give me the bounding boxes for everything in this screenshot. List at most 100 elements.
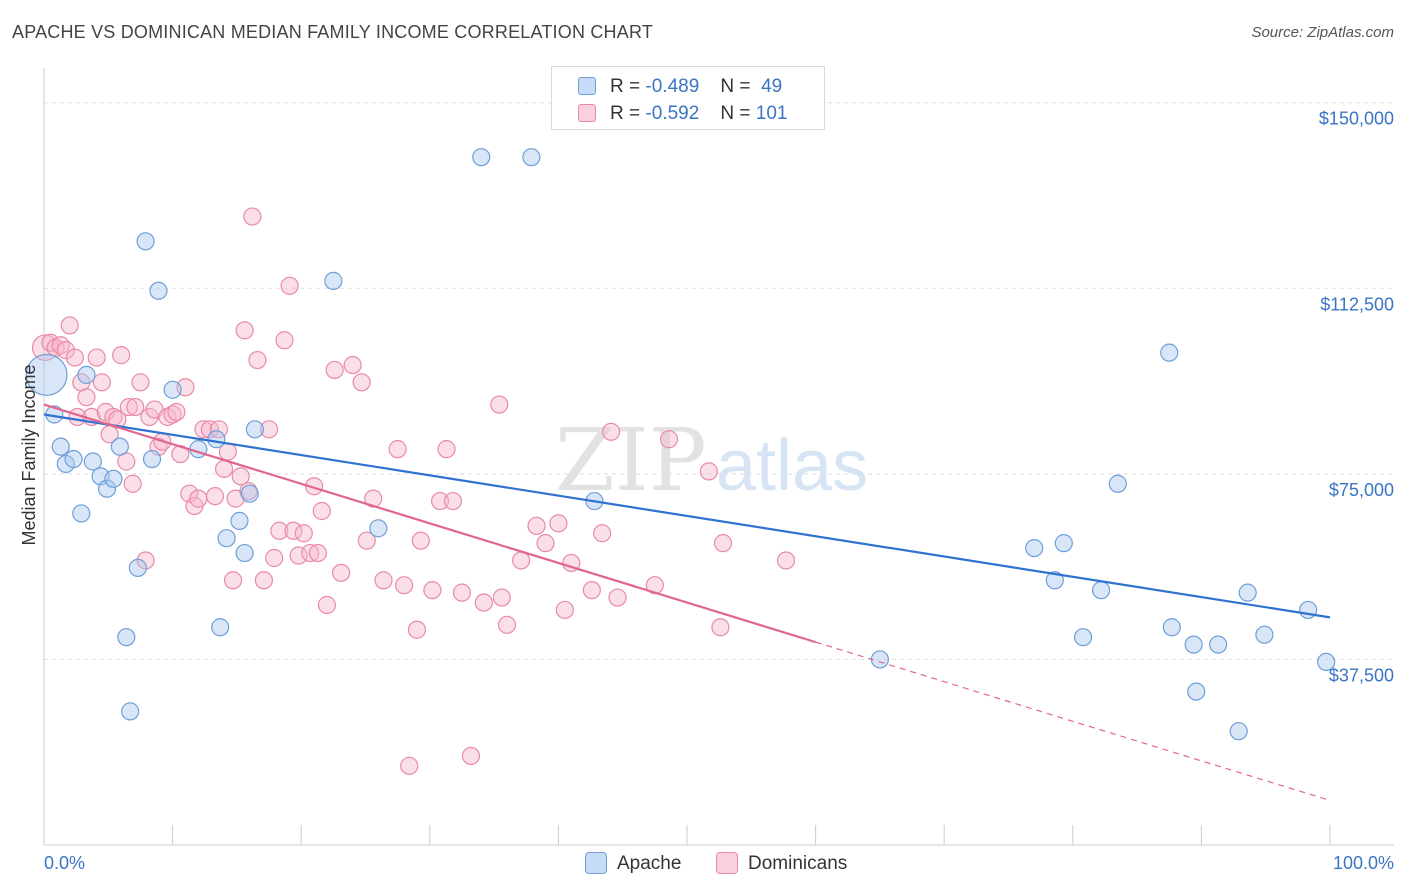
dominicans-point — [490, 395, 509, 414]
dominicans-point — [259, 420, 279, 439]
dominicans-point — [92, 373, 111, 392]
dominicans-point — [461, 746, 481, 766]
dominicans-point — [60, 316, 79, 335]
apache-point — [142, 449, 162, 469]
dominicans-point — [527, 516, 546, 535]
dominicans-point — [65, 348, 84, 367]
dominicans-point — [423, 581, 442, 600]
dominicans-point — [443, 491, 463, 511]
apache-point — [77, 365, 96, 385]
apache-point — [104, 469, 123, 488]
dominicans-legend-label: Dominicans — [748, 853, 848, 874]
apache-legend-swatch — [585, 852, 607, 874]
dominicans-point — [394, 576, 414, 595]
apache-point — [1187, 682, 1206, 701]
dominicans-point — [699, 462, 718, 481]
dominicans-point — [411, 531, 430, 550]
dominicans-trend-extension — [815, 641, 1331, 802]
dominicans-point — [205, 487, 225, 506]
dominicans-point — [497, 615, 517, 634]
dominicans-point — [325, 360, 344, 380]
dominicans-point — [582, 581, 601, 600]
apache-point — [149, 281, 168, 300]
trend-lines — [43, 403, 1331, 802]
apache-point — [1209, 635, 1228, 654]
apache-point — [522, 148, 541, 167]
dominicans-points — [31, 207, 796, 775]
apache-point — [369, 519, 388, 538]
legend-row-apache: R = -0.489 N = 49 — [578, 76, 782, 98]
apache-point — [25, 353, 68, 396]
apache-point — [83, 452, 102, 471]
watermark: ZIP atlas — [555, 411, 868, 511]
legend-n-value: 49 — [761, 76, 783, 97]
apache-point — [870, 650, 890, 669]
dominicans-point — [593, 524, 612, 543]
y-tick-labels: $37,500 $75,000 $112,500 $150,000 — [1319, 109, 1394, 686]
dominicans-point — [364, 489, 383, 508]
dominicans-point — [388, 440, 407, 459]
apache-point — [97, 479, 117, 498]
y-axis-label: Median Family Income — [19, 364, 39, 545]
apache-point — [110, 437, 129, 456]
apache-point — [235, 543, 254, 563]
dominicans-trend-line — [43, 403, 816, 644]
dominicans-point — [243, 207, 262, 226]
dominicans-point — [235, 321, 254, 340]
apache-point — [240, 484, 259, 503]
dominicans-point — [452, 583, 472, 602]
apache-point — [1054, 534, 1073, 553]
apache-trend-line — [43, 413, 1331, 619]
legend-n-label: N = — [720, 103, 751, 124]
legend-n-value: 101 — [755, 103, 788, 124]
dominicans-point — [189, 489, 208, 508]
apache-point — [121, 702, 140, 721]
apache-point — [117, 628, 136, 647]
apache-point — [1162, 618, 1181, 637]
legend-r-label: R = — [610, 76, 641, 97]
apache-point — [1238, 583, 1257, 602]
apache-point — [1317, 652, 1336, 672]
dominicans-point — [474, 593, 493, 612]
dominicans-point — [77, 388, 96, 407]
y-tick-label: $37,500 — [1329, 665, 1394, 685]
dominicans-point — [119, 397, 138, 417]
dominicans-point — [136, 551, 155, 570]
legend-r-label: R = — [610, 103, 641, 124]
dominicans-point — [331, 563, 351, 582]
dominicans-point — [51, 336, 70, 355]
y-tick-label: $75,000 — [1329, 480, 1394, 500]
apache-point — [207, 430, 226, 449]
apache-point — [136, 232, 155, 251]
source-label: Source: ZipAtlas.com — [1251, 24, 1394, 41]
dominicans-point — [536, 534, 555, 553]
legend-r-value: -0.592 — [645, 103, 700, 124]
apache-point — [245, 420, 265, 439]
dominicans-point — [437, 440, 456, 459]
y-tick-label: $150,000 — [1319, 109, 1394, 129]
dominicans-point — [602, 422, 621, 441]
dominicans-point — [711, 618, 730, 637]
dominicans-point — [231, 467, 250, 486]
dominicans-point — [312, 501, 331, 521]
dominicans-point — [555, 600, 574, 620]
dominicans-point — [280, 276, 299, 295]
legend-row-dominicans: R = -0.592 N = 101 — [578, 103, 787, 125]
dominicans-point — [357, 531, 376, 550]
dominicans-point — [512, 551, 531, 570]
dominicans-point — [308, 543, 328, 563]
dominicans-point — [194, 420, 213, 439]
bottom-legend-apache: Apache — [585, 852, 681, 875]
chart-title: APACHE VS DOMINICAN MEDIAN FAMILY INCOME… — [12, 22, 654, 42]
dominicans-point — [270, 521, 289, 540]
dominicans-swatch — [578, 104, 596, 122]
apache-point — [1073, 628, 1093, 647]
apache-point — [1045, 571, 1064, 590]
dominicans-point — [659, 430, 679, 449]
watermark-zip: ZIP — [555, 411, 707, 511]
dominicans-point — [400, 756, 419, 775]
dominicans-point — [294, 524, 313, 543]
dominicans-point — [275, 331, 294, 350]
dominicans-point — [265, 548, 284, 568]
dominicans-point — [407, 620, 427, 639]
